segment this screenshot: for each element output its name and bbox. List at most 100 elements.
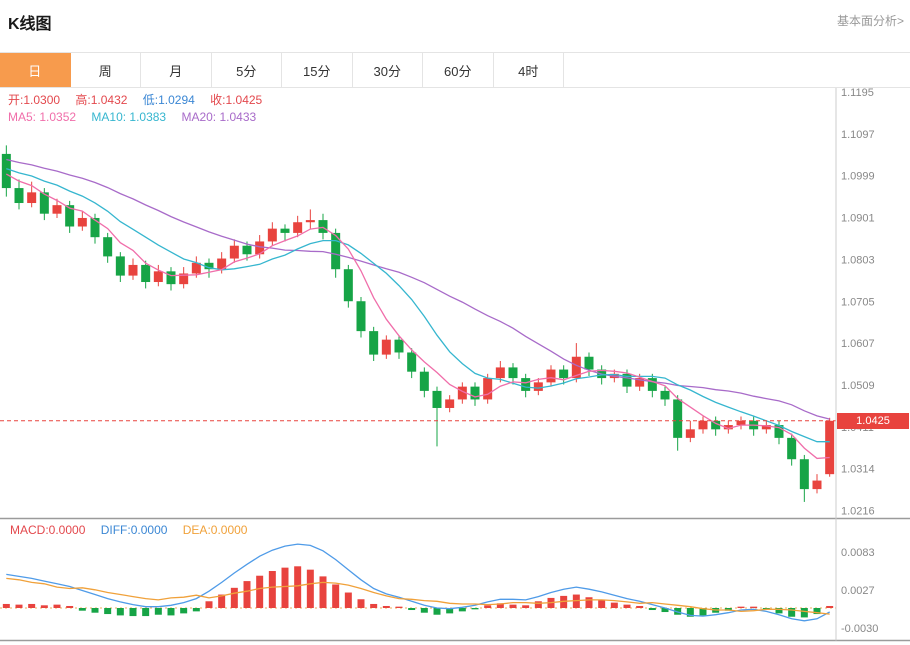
tab-5min[interactable]: 5分: [212, 53, 282, 87]
candle[interactable]: [774, 425, 784, 438]
fundamental-analysis-link[interactable]: 基本面分析>: [836, 14, 904, 28]
candle[interactable]: [141, 264, 151, 283]
candle[interactable]: [470, 386, 480, 400]
candle[interactable]: [660, 390, 670, 400]
macd-bar: [78, 608, 86, 611]
candle[interactable]: [419, 371, 429, 391]
candle[interactable]: [812, 480, 822, 490]
candle[interactable]: [673, 399, 683, 438]
candle[interactable]: [495, 367, 505, 379]
candle[interactable]: [457, 386, 467, 400]
macd-bar: [408, 608, 416, 611]
y-axis-label: 0.0027: [841, 585, 875, 597]
candle[interactable]: [255, 241, 265, 255]
candle[interactable]: [343, 269, 353, 302]
macd-bar: [458, 608, 466, 612]
candle[interactable]: [432, 390, 442, 408]
macd-bar: [91, 608, 99, 613]
tab-30min[interactable]: 30分: [353, 53, 423, 87]
candle[interactable]: [179, 273, 189, 285]
macd-bar: [167, 608, 175, 616]
ma20-value: 1.0433: [219, 110, 257, 124]
candle[interactable]: [27, 192, 37, 204]
candle[interactable]: [685, 429, 695, 438]
macd-bar: [395, 606, 403, 608]
tab-4hour[interactable]: 4时: [494, 53, 564, 87]
y-axis-label: -0.0030: [841, 623, 878, 635]
macd-bar: [648, 608, 656, 611]
chart-canvas[interactable]: 1.1195 1.1097 1.0999 1.0901 1.0803 1.0705 1.06…: [0, 88, 910, 645]
candle[interactable]: [128, 264, 138, 276]
candle[interactable]: [204, 262, 214, 270]
candle[interactable]: [65, 205, 75, 227]
candle[interactable]: [533, 382, 543, 391]
candle[interactable]: [787, 437, 797, 460]
candle[interactable]: [77, 217, 87, 227]
candle[interactable]: [799, 459, 809, 490]
candle[interactable]: [508, 367, 518, 379]
candle[interactable]: [698, 420, 708, 430]
macd-bar: [294, 566, 302, 608]
candle[interactable]: [394, 339, 404, 353]
candle[interactable]: [217, 258, 227, 270]
candle[interactable]: [584, 356, 594, 370]
candle[interactable]: [242, 245, 252, 255]
candle[interactable]: [14, 188, 24, 204]
macd-bar: [420, 608, 428, 613]
candle[interactable]: [103, 237, 113, 257]
candle[interactable]: [1, 153, 11, 189]
macd-bar: [382, 605, 390, 608]
candle[interactable]: [571, 356, 581, 379]
candle[interactable]: [546, 369, 556, 383]
macd-bar: [623, 604, 631, 608]
candle[interactable]: [39, 192, 49, 214]
candle[interactable]: [635, 378, 645, 387]
candle[interactable]: [381, 339, 391, 355]
macd-bar: [826, 605, 834, 608]
macd-bar: [281, 567, 289, 608]
candle[interactable]: [318, 220, 328, 233]
candle[interactable]: [90, 217, 100, 238]
candle[interactable]: [736, 420, 746, 426]
macd-bar: [699, 608, 707, 616]
candle[interactable]: [52, 205, 62, 214]
candle[interactable]: [293, 222, 303, 233]
candle[interactable]: [369, 331, 379, 355]
macd-bar: [28, 603, 36, 608]
tab-60min[interactable]: 60分: [423, 53, 494, 87]
candle[interactable]: [445, 399, 455, 408]
candle[interactable]: [723, 425, 733, 430]
candle[interactable]: [559, 369, 569, 379]
candle[interactable]: [407, 352, 417, 372]
tab-15min[interactable]: 15分: [282, 53, 353, 87]
y-axis-label: 1.1195: [841, 88, 874, 99]
candle[interactable]: [622, 373, 632, 387]
candle[interactable]: [153, 271, 163, 283]
ohlc-readout: 开:1.0300 高:1.0432 低:1.0294 收:1.0425: [8, 93, 274, 108]
macd-bar: [471, 608, 479, 610]
ma10-line: [6, 167, 830, 443]
dea-line: [6, 577, 830, 615]
candle[interactable]: [711, 420, 721, 430]
candle[interactable]: [305, 220, 315, 223]
candle[interactable]: [280, 228, 290, 233]
candle[interactable]: [483, 378, 493, 400]
tab-day[interactable]: 日: [0, 53, 71, 87]
candle[interactable]: [331, 232, 341, 270]
candle[interactable]: [229, 245, 239, 259]
candle[interactable]: [761, 425, 771, 430]
diff-line: [6, 543, 831, 622]
ma-readout: MA5: 1.0352 MA10: 1.0383 MA20: 1.0433: [8, 110, 268, 125]
candle[interactable]: [647, 378, 657, 391]
kline-chart[interactable]: 1.1195 1.1097 1.0999 1.0901 1.0803 1.0705 1.06…: [0, 88, 910, 645]
candle[interactable]: [115, 256, 125, 276]
candle[interactable]: [166, 271, 176, 285]
low-value: 1.0294: [158, 93, 195, 107]
candle[interactable]: [267, 228, 277, 242]
candle[interactable]: [521, 378, 531, 391]
candle[interactable]: [825, 420, 835, 475]
candle[interactable]: [356, 301, 366, 332]
tab-month[interactable]: 月: [141, 53, 212, 87]
candle[interactable]: [191, 262, 201, 274]
tab-week[interactable]: 周: [71, 53, 141, 87]
